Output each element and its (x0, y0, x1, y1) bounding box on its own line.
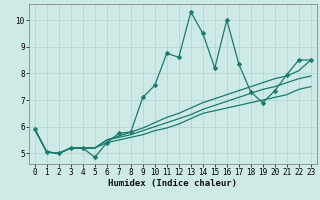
X-axis label: Humidex (Indice chaleur): Humidex (Indice chaleur) (108, 179, 237, 188)
